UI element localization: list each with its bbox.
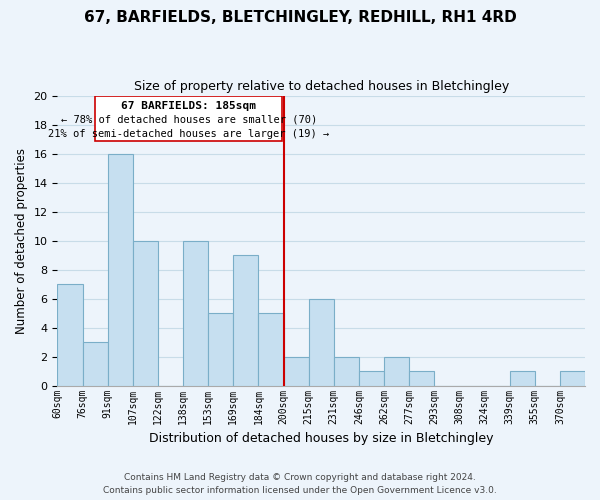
Bar: [560, 371, 585, 386]
Text: Contains HM Land Registry data © Crown copyright and database right 2024.
Contai: Contains HM Land Registry data © Crown c…: [103, 474, 497, 495]
Bar: [409, 371, 434, 386]
Bar: [208, 313, 233, 386]
Bar: [58, 284, 83, 386]
Bar: [509, 371, 535, 386]
X-axis label: Distribution of detached houses by size in Bletchingley: Distribution of detached houses by size …: [149, 432, 493, 445]
Bar: [133, 240, 158, 386]
Bar: [359, 371, 384, 386]
Bar: [107, 154, 133, 386]
Text: ← 78% of detached houses are smaller (70): ← 78% of detached houses are smaller (70…: [61, 114, 317, 124]
Bar: [233, 255, 259, 386]
Bar: [284, 356, 308, 386]
FancyBboxPatch shape: [95, 96, 282, 140]
Text: 67 BARFIELDS: 185sqm: 67 BARFIELDS: 185sqm: [121, 102, 256, 112]
Bar: [183, 240, 208, 386]
Bar: [334, 356, 359, 386]
Bar: [259, 313, 284, 386]
Bar: [384, 356, 409, 386]
Text: 21% of semi-detached houses are larger (19) →: 21% of semi-detached houses are larger (…: [48, 129, 329, 139]
Y-axis label: Number of detached properties: Number of detached properties: [15, 148, 28, 334]
Bar: [308, 298, 334, 386]
Title: Size of property relative to detached houses in Bletchingley: Size of property relative to detached ho…: [134, 80, 509, 93]
Text: 67, BARFIELDS, BLETCHINGLEY, REDHILL, RH1 4RD: 67, BARFIELDS, BLETCHINGLEY, REDHILL, RH…: [83, 10, 517, 25]
Bar: [83, 342, 107, 386]
